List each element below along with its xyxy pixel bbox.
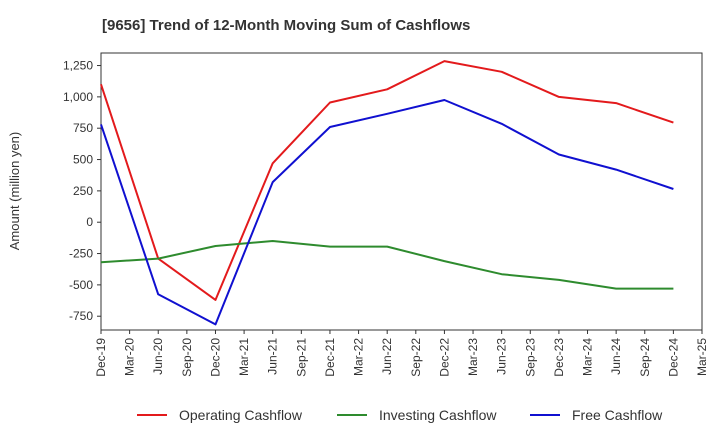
y-tick-label: 0 bbox=[86, 215, 93, 229]
y-tick-label: -250 bbox=[69, 247, 93, 261]
x-tick-label: Jun-20 bbox=[151, 338, 165, 375]
series-line-1 bbox=[100, 60, 674, 301]
series-line-2 bbox=[100, 240, 674, 290]
x-tick-label: Mar-21 bbox=[237, 338, 251, 376]
y-tick-label: 500 bbox=[73, 153, 93, 167]
plot-area bbox=[100, 52, 703, 331]
chart-title: [9656] Trend of 12-Month Moving Sum of C… bbox=[102, 17, 470, 34]
x-tick-label: Dec-22 bbox=[437, 338, 451, 377]
y-axis-label: Amount (million yen) bbox=[7, 132, 22, 251]
y-tick-label: 1,250 bbox=[63, 59, 93, 73]
x-tick-label: Mar-24 bbox=[581, 338, 595, 376]
x-tick-label: Jun-23 bbox=[495, 338, 509, 375]
x-tick-label: Sep-24 bbox=[638, 338, 652, 377]
x-tick-label: Mar-25 bbox=[695, 338, 709, 376]
x-axis-ticks: Dec-19 Mar-20 Jun-20 Sep-20 Dec-20 Mar-21 Jun-… bbox=[94, 330, 709, 377]
x-tick-label: Dec-20 bbox=[208, 338, 222, 377]
series-lines bbox=[100, 60, 674, 326]
plot-border bbox=[100, 52, 703, 331]
y-tick-label: 750 bbox=[73, 121, 93, 135]
plot-background bbox=[101, 53, 702, 330]
x-tick-label: Sep-21 bbox=[294, 338, 308, 377]
y-tick-label: 250 bbox=[73, 184, 93, 198]
x-tick-label: Dec-21 bbox=[323, 338, 337, 377]
x-tick-label: Sep-20 bbox=[180, 338, 194, 377]
x-tick-label: Jun-21 bbox=[266, 338, 280, 375]
x-tick-label: Mar-22 bbox=[352, 338, 366, 376]
y-tick-label: -750 bbox=[69, 309, 93, 323]
x-tick-label: Sep-23 bbox=[523, 338, 537, 377]
x-tick-label: Sep-22 bbox=[409, 338, 423, 377]
y-axis-ticks: -750 -500 -250 0 250 500 750 1,000 1,250 bbox=[63, 59, 101, 323]
series-line-3 bbox=[100, 99, 674, 326]
legend-label: Investing Cashflow bbox=[379, 407, 497, 423]
x-tick-label: Mar-23 bbox=[466, 338, 480, 376]
legend-label: Free Cashflow bbox=[572, 407, 663, 423]
legend: Operating Cashflow Investing Cashflow Free… bbox=[137, 407, 663, 423]
x-tick-label: Dec-24 bbox=[666, 338, 680, 377]
x-tick-label: Dec-23 bbox=[552, 338, 566, 377]
y-tick-label: 1,000 bbox=[63, 90, 93, 104]
y-tick-label: -500 bbox=[69, 278, 93, 292]
x-tick-label: Jun-22 bbox=[380, 338, 394, 375]
x-tick-label: Mar-20 bbox=[123, 338, 137, 376]
x-tick-label: Dec-19 bbox=[94, 338, 108, 377]
x-tick-label: Jun-24 bbox=[609, 338, 623, 375]
legend-label: Operating Cashflow bbox=[179, 407, 303, 423]
